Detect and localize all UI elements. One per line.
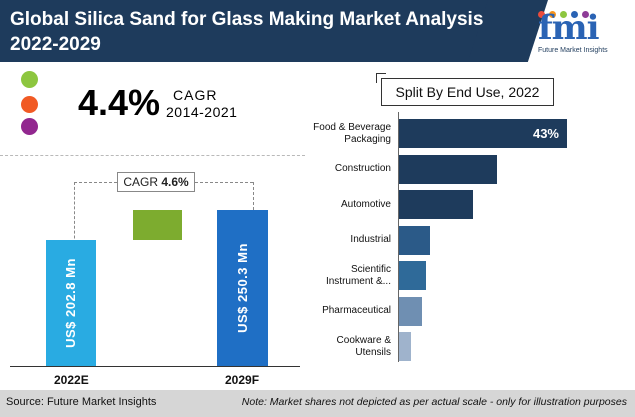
bar-construction [399,154,497,184]
category-label: Industrial [296,234,391,246]
logo-dot-icon [571,11,578,18]
year-label-2022e: 2022E [54,373,89,387]
connector-left [74,182,75,258]
category-label: Pharmaceutical [296,305,391,317]
year-axis [10,366,300,367]
bar-cookware-utensils [399,332,411,361]
year-label-2029f: 2029F [225,373,260,387]
page-title: Global Silica Sand for Glass Making Mark… [10,7,490,57]
logo-dot-icon [538,11,545,18]
category-label-line: Scientific [350,263,391,275]
header-band [0,0,520,62]
cagr-box-prefix: CAGR [123,175,162,189]
bar-2029f [217,210,268,366]
category-label: Cookware & Utensils [296,335,391,359]
cagr-value: 4.4% [78,82,161,123]
logo-text: fmi [538,8,600,48]
bar-value-label: 43% [532,126,559,141]
bar-2029f-label: US$ 250.3 Mn [234,243,250,333]
cagr-label: CAGR [173,87,218,103]
bar-increment [133,210,182,240]
logo-dots [538,5,618,18]
category-label: Automotive [296,199,391,211]
category-label-line: Pharmaceutical [322,305,391,316]
bar-food-beverage-packaging [399,119,567,148]
bar-pharmaceutical [399,296,423,326]
category-label-line: Instrument &... [325,275,391,287]
source-text: Source: Future Market Insights [6,396,157,408]
green-dot-icon [21,71,38,88]
connector-top-left [74,182,117,183]
title-line-1: Global Silica Sand for Glass Making Mark… [10,9,484,30]
category-label: Scientific Instrument &... [296,264,391,288]
logo-subtitle: Future Market Insights [538,47,608,54]
category-label-line: Industrial [350,234,391,245]
chart-title: Split By End Use, 2022 [381,78,554,106]
title-line-2: 2022-2029 [10,34,101,55]
orange-dot-icon [21,96,38,113]
category-label-line: Packaging [344,133,391,145]
category-label-line: Food & Beverage [313,121,391,133]
header-banner: Global Silica Sand for Glass Making Mark… [0,0,635,62]
footer: Source: Future Market Insights Note: Mar… [0,390,635,417]
bar-2022e [46,239,96,366]
cagr-box-value: 4.6% [161,175,189,189]
title-corner-mark [376,73,386,74]
category-label-line: Cookware & [336,334,391,346]
note-text: Note: Market shares not depicted as per … [241,396,627,408]
category-axis [398,112,399,362]
bar-scientific-instrument [399,261,427,290]
category-label: Food & Beverage Packaging [296,122,391,146]
title-corner-mark [376,73,377,83]
fmi-logo: fmi Future Market Insights [532,5,632,59]
logo-dot-icon [549,11,556,18]
cagr-growth-box: CAGR 4.6% [117,172,195,192]
category-label-line: Utensils [355,346,391,358]
bar-automotive [399,190,474,219]
logo-dot-icon [560,11,567,18]
logo-dot-icon [582,11,589,18]
cagr-period: 2014-2021 [166,104,238,120]
purple-dot-icon [21,118,38,135]
category-label-line: Automotive [340,198,391,210]
connector-top-right [195,182,253,183]
category-label: Construction [296,163,391,175]
bar-industrial [399,225,431,255]
category-label-line: Construction [334,163,391,174]
section-divider [0,155,305,156]
bar-2022e-label: US$ 202.8 Mn [62,257,78,348]
connector-right [253,182,254,210]
